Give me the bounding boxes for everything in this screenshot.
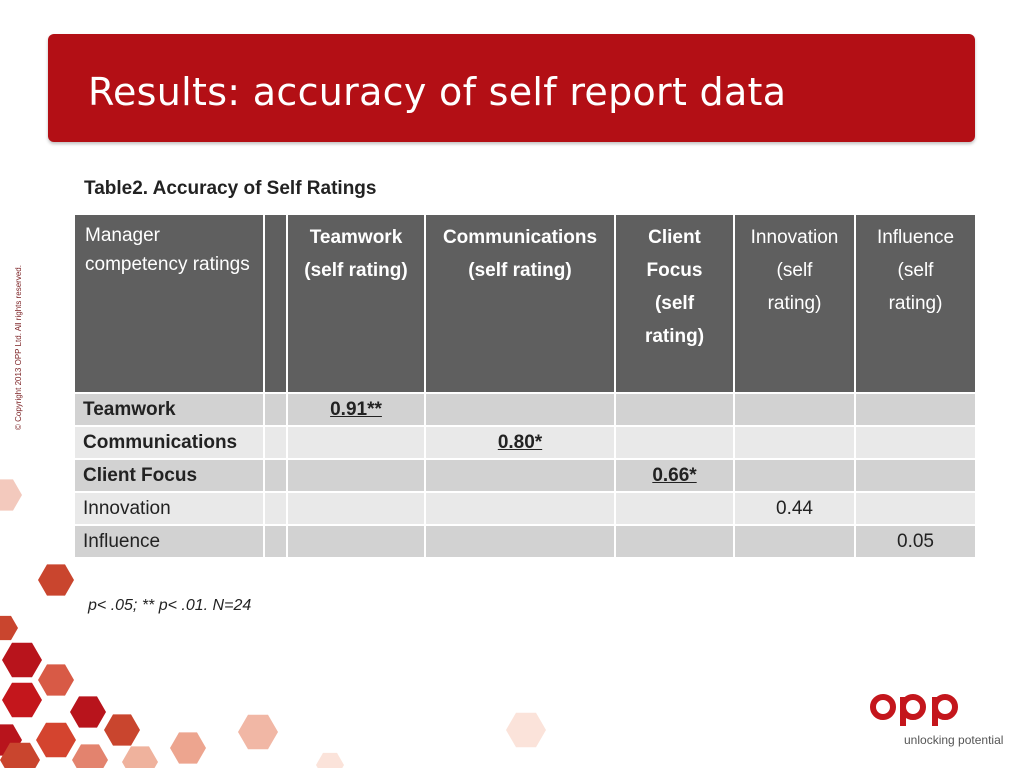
hexagon-shape: [0, 724, 22, 756]
opp-logo: [870, 694, 958, 726]
table-cell: 0.80*: [424, 425, 616, 460]
table-footnote: p< .05; ** p< .01. N=24: [88, 597, 252, 614]
table-cell: [614, 524, 735, 559]
row-header-cell: Manager competency ratings: [73, 213, 265, 394]
hexagon-shape: [2, 682, 42, 718]
hexagon-shape: [0, 479, 22, 511]
hexagon-shape: [70, 696, 106, 728]
table-cell: [854, 392, 977, 427]
row-label: Communications: [73, 425, 265, 460]
hexagon-shape: [316, 752, 344, 768]
hexagon-shape: [38, 664, 74, 696]
table-cell: [424, 392, 616, 427]
slide-title: Results: accuracy of self report data: [88, 70, 787, 114]
table-cell: [854, 458, 977, 493]
col-header-communications: Communications (self rating): [424, 213, 616, 394]
hexagon-shape: [506, 712, 546, 748]
table-cell: [733, 392, 856, 427]
copyright-notice: © Copyright 2013 OPP Ltd. All rights res…: [14, 265, 23, 430]
spacer-cell: [263, 524, 288, 559]
table-row: Teamwork 0.91**: [73, 392, 977, 427]
hexagon-shape: [36, 722, 76, 758]
row-label: Innovation: [73, 491, 265, 526]
col-header-teamwork: Teamwork (self rating): [286, 213, 426, 394]
spacer-cell: [263, 425, 288, 460]
col-header-influence: Influence (self rating): [854, 213, 977, 394]
table-cell: [424, 491, 616, 526]
table-cell: 0.91**: [286, 392, 426, 427]
table-cell: 0.05: [854, 524, 977, 559]
table-cell: [854, 425, 977, 460]
table-cell: [286, 425, 426, 460]
hexagon-shape: [72, 744, 108, 768]
table-cell: [614, 491, 735, 526]
table-cell: [286, 458, 426, 493]
accuracy-table: Manager competency ratings Teamwork (self…: [73, 213, 977, 559]
table-row: Innovation 0.44: [73, 491, 977, 526]
table-cell: [733, 458, 856, 493]
spacer-cell: [263, 213, 288, 394]
spacer-cell: [263, 458, 288, 493]
table-row: Communications 0.80*: [73, 425, 977, 460]
row-label: Influence: [73, 524, 265, 559]
hexagon-shape: [2, 642, 42, 678]
col-header-innovation: Innovation (self rating): [733, 213, 856, 394]
logo-tagline: unlocking potential: [904, 733, 1004, 747]
hexagon-shape: [0, 742, 40, 768]
table-cell: [733, 425, 856, 460]
hexagon-shape: [0, 615, 18, 641]
spacer-cell: [263, 392, 288, 427]
table-title: Table2. Accuracy of Self Ratings: [84, 178, 377, 199]
row-label: Teamwork: [73, 392, 265, 427]
table-cell: [286, 524, 426, 559]
table-cell: [424, 458, 616, 493]
table-cell: 0.66*: [614, 458, 735, 493]
hexagon-shape: [38, 564, 74, 596]
table-cell: [614, 425, 735, 460]
table-cell: [733, 524, 856, 559]
spacer-cell: [263, 491, 288, 526]
hexagon-shape: [170, 732, 206, 764]
table-row: Client Focus 0.66*: [73, 458, 977, 493]
table-cell: [424, 524, 616, 559]
col-header-client-focus: Client Focus (self rating): [614, 213, 735, 394]
hexagon-shape: [122, 746, 158, 768]
table-header-row: Manager competency ratings Teamwork (self…: [73, 213, 977, 394]
table-cell: [614, 392, 735, 427]
hexagon-shape: [104, 714, 140, 746]
table-cell: [854, 491, 977, 526]
title-banner: Results: accuracy of self report data: [48, 34, 975, 142]
hexagon-shape: [238, 714, 278, 750]
table-row: Influence 0.05: [73, 524, 977, 559]
table-cell: [286, 491, 426, 526]
row-label: Client Focus: [73, 458, 265, 493]
table-cell: 0.44: [733, 491, 856, 526]
